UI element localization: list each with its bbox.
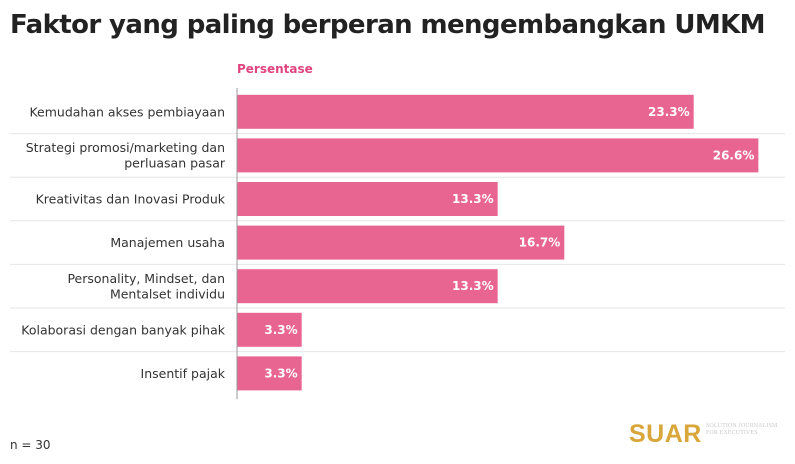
category-label-line: perluasan pasar: [124, 156, 226, 171]
bar-chart: 23.3% Kemudahan akses pembiayaan 26.6% Stra…: [10, 88, 785, 400]
category-label-line: Kemudahan akses pembiayaan: [29, 104, 225, 119]
category-label-line: Strategi promosi/marketing dan: [26, 140, 225, 155]
bar-value-label: 23.3%: [648, 105, 690, 119]
category-label: Strategi promosi/marketing dan perluasan …: [26, 140, 226, 171]
bar-value-label: 13.3%: [452, 279, 494, 293]
category-label-line: Personality, Mindset, dan: [67, 271, 225, 286]
bar: [237, 138, 759, 173]
brand-name: SUAR: [629, 420, 702, 448]
sample-size-note: n = 30: [10, 438, 51, 452]
bar: [237, 94, 694, 129]
series-header: Persentase: [237, 62, 313, 76]
category-label: Insentif pajak: [141, 366, 226, 381]
bar-value-label: 3.3%: [264, 323, 297, 337]
category-label-line: Insentif pajak: [141, 366, 226, 381]
chart-title: Faktor yang paling berperan mengembangka…: [10, 10, 766, 40]
bar-value-label: 13.3%: [452, 192, 494, 206]
bar: [237, 356, 302, 391]
bar: [237, 269, 498, 304]
bar: [237, 312, 302, 347]
brand-logo: SUAR SOLUTION JOURNALISM FOR EXECUTIVES: [629, 419, 789, 449]
category-label: Kemudahan akses pembiayaan: [29, 104, 225, 119]
bar-value-label: 3.3%: [264, 366, 297, 380]
category-label: Kolaborasi dengan banyak pihak: [21, 322, 226, 337]
category-label: Kreativitas dan Inovasi Produk: [36, 192, 226, 207]
brand-tagline: SOLUTION JOURNALISM FOR EXECUTIVES: [706, 423, 778, 436]
bar: [237, 225, 565, 260]
bar-value-label: 26.6%: [713, 148, 755, 162]
category-label: Personality, Mindset, dan Mentalset indiv…: [67, 271, 225, 302]
category-label-line: Kolaborasi dengan banyak pihak: [21, 322, 226, 337]
category-label-line: Kreativitas dan Inovasi Produk: [36, 192, 226, 207]
category-label-line: Manajemen usaha: [110, 235, 225, 250]
category-label-line: Mentalset individu: [110, 286, 225, 301]
category-label: Manajemen usaha: [110, 235, 225, 250]
bar-value-label: 16.7%: [519, 236, 561, 250]
bar: [237, 182, 498, 216]
